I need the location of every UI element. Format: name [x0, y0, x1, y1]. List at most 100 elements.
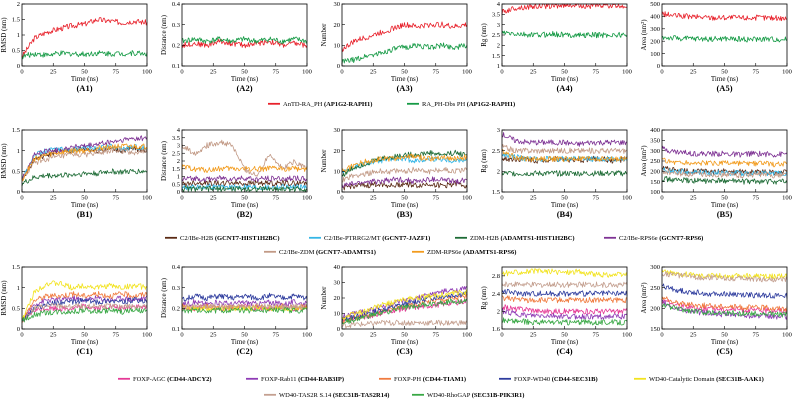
legend-name: ZDM-H2B [470, 235, 501, 242]
y-tick-label: 2 [177, 158, 180, 165]
series-line [181, 139, 308, 177]
y-tick-label: 250 [650, 158, 660, 165]
series-line [661, 145, 788, 158]
x-tick-label: 25 [530, 332, 537, 339]
legend-entry: C2/IBe-PTRRG2/MT (GCNT7-JAZF1) [324, 235, 430, 242]
legend-name: FOXP-Rab11 [261, 376, 298, 383]
panel-label: (B2) [237, 209, 253, 219]
y-axis-label: Area (nm²) [640, 282, 648, 314]
x-axis-label: Time (ns) [711, 75, 739, 83]
x-tick-label: 0 [20, 69, 23, 76]
legend-pair: (AP1G2-RAPH1) [324, 101, 372, 108]
x-tick-label: 75 [433, 195, 440, 202]
series-line [181, 38, 308, 49]
x-tick-label: 100 [782, 332, 792, 339]
series-line [661, 169, 788, 179]
y-axis-label: Number [320, 286, 328, 310]
series-line [501, 144, 628, 154]
x-tick-label: 0 [660, 69, 663, 76]
y-tick-label: 0.5 [172, 181, 180, 188]
series-line [661, 283, 788, 299]
x-tick-label: 100 [622, 69, 632, 76]
y-tick-label: 0.5 [12, 169, 20, 176]
x-tick-label: 0 [340, 332, 343, 339]
y-tick-label: 0 [337, 326, 340, 333]
legend-entry: AnTD-RA_PH (AP1G2-RAPH1) [283, 101, 372, 108]
x-tick-label: 100 [302, 332, 312, 339]
x-tick-label: 50 [241, 69, 248, 76]
x-tick-label: 75 [113, 332, 120, 339]
x-axis-label: Time (ns) [551, 75, 579, 83]
series-line [501, 288, 628, 297]
legend-pair: (CD44-ADCY2) [167, 376, 211, 383]
panel-label: (C1) [76, 346, 92, 356]
series-line [341, 291, 468, 323]
x-axis-label: Time (ns) [391, 338, 419, 346]
x-tick-label: 25 [210, 69, 217, 76]
legend-entry: FOXP-Rab11 (CD44-RAB3IP) [261, 376, 344, 383]
series-line [21, 143, 148, 182]
series-line [21, 291, 148, 323]
x-tick-label: 100 [462, 332, 472, 339]
series-line [501, 170, 628, 177]
legend-name: WD40-TAS2R S.14 [279, 392, 333, 399]
x-axis-label: Time (ns) [551, 201, 579, 209]
x-tick-label: 25 [210, 332, 217, 339]
panel-label: (B4) [557, 209, 573, 219]
series-line [341, 149, 468, 177]
series-line [341, 319, 468, 329]
y-tick-label: 0 [17, 326, 20, 333]
x-axis-label: Time (ns) [231, 338, 259, 346]
y-tick-label: 0 [17, 63, 20, 70]
panel-label: (B3) [397, 209, 413, 219]
x-tick-label: 100 [302, 195, 312, 202]
y-tick-label: 3.5 [172, 135, 180, 142]
y-tick-label: 10 [334, 169, 341, 176]
x-tick-label: 0 [660, 195, 663, 202]
panel-label: (B1) [77, 209, 93, 219]
series-line [21, 135, 148, 181]
x-tick-label: 0 [340, 195, 343, 202]
panel-label: (A5) [716, 83, 732, 93]
x-tick-label: 0 [660, 332, 663, 339]
legend-name: FOXP-PH [394, 376, 423, 383]
y-tick-label: 2.5 [172, 150, 180, 157]
x-tick-label: 100 [142, 332, 152, 339]
panel-label: (C4) [556, 346, 572, 356]
series-line [181, 175, 308, 183]
legend-entry: C2/IBe-ZDM (GCNT7-ADAMTS1) [279, 249, 376, 256]
y-tick-label: 0.5 [12, 48, 20, 55]
y-tick-label: 250 [650, 285, 660, 292]
x-tick-label: 25 [50, 195, 57, 202]
x-tick-label: 0 [500, 332, 503, 339]
panel-label: (B5) [717, 209, 733, 219]
y-tick-label: 200 [650, 306, 660, 313]
y-axis-label: Distance (nm) [160, 277, 168, 318]
y-axis-label: Number [320, 23, 328, 47]
y-tick-label: 2 [497, 43, 500, 50]
series-line [21, 147, 148, 181]
y-axis-label: RMSD (nm) [0, 280, 8, 316]
legend-name: FOXP-AGC [133, 376, 167, 383]
x-tick-label: 50 [721, 195, 728, 202]
series-line [341, 176, 468, 188]
series-line [501, 317, 628, 326]
x-tick-label: 25 [690, 332, 697, 339]
x-tick-label: 75 [753, 332, 760, 339]
x-tick-label: 75 [273, 195, 280, 202]
panel-label: (A2) [236, 83, 252, 93]
x-tick-label: 100 [782, 195, 792, 202]
y-tick-label: 10 [334, 43, 341, 50]
x-tick-label: 50 [721, 69, 728, 76]
y-tick-label: 3 [177, 143, 180, 150]
series-line [21, 50, 148, 60]
x-tick-label: 50 [81, 332, 88, 339]
x-tick-label: 50 [241, 332, 248, 339]
y-tick-label: 1.5 [12, 17, 20, 24]
x-tick-label: 0 [20, 195, 23, 202]
series-line [341, 298, 468, 325]
series-line [21, 168, 148, 187]
x-tick-label: 25 [370, 69, 377, 76]
legend-entry: ZDM-H2B (ADAMTS1-HIST1H2BC) [470, 235, 575, 242]
legend-entry: WD40-RhoGAP (SEC31B-PIK3R1) [427, 392, 524, 399]
